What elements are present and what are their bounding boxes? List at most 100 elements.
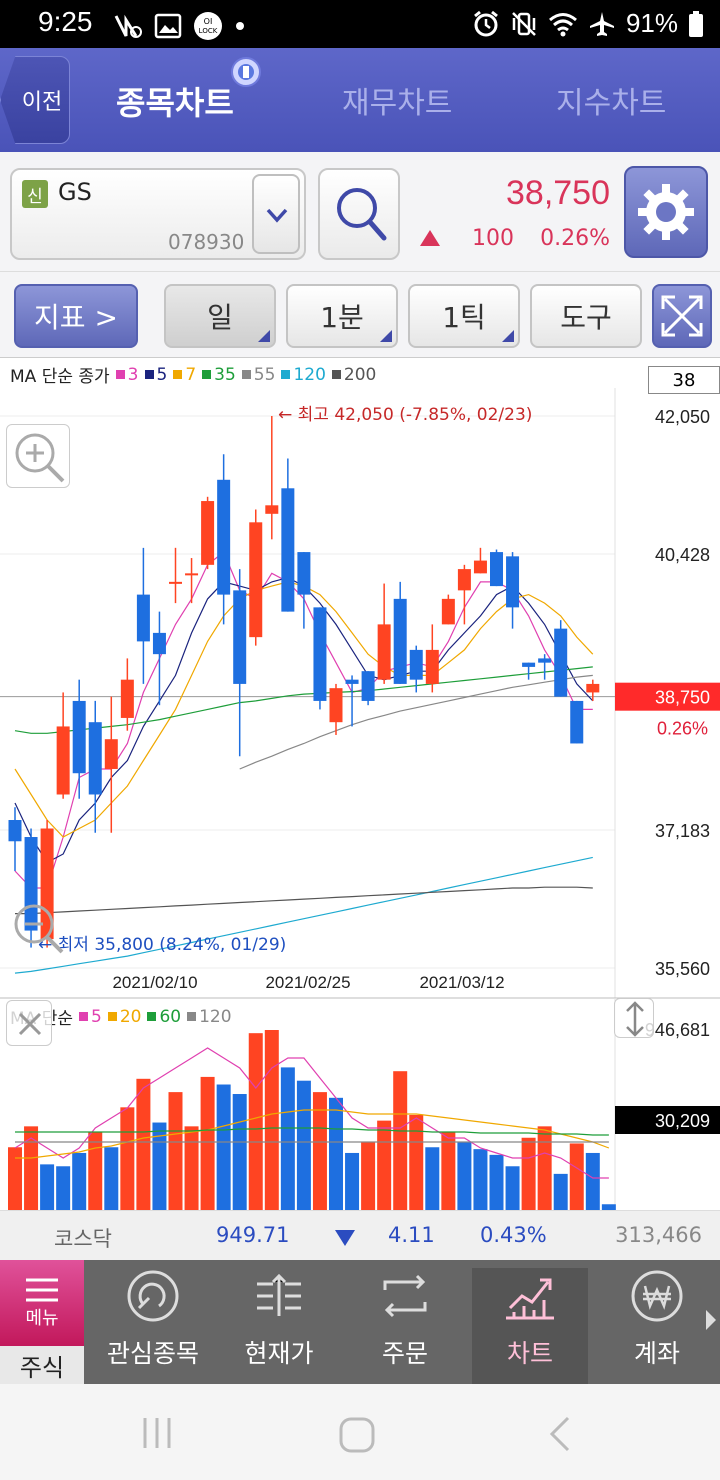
svg-text:OI: OI [204,17,213,26]
tab-refresh-icon[interactable] [230,56,262,88]
nav-chart[interactable]: 차트 [472,1268,588,1384]
down-triangle-icon [335,1230,355,1246]
status-bar: 9:25 OI LOCK 91% [0,0,720,48]
candle-body [490,552,503,587]
legend-swatch [115,370,125,379]
candle-body [233,590,247,684]
volume-bar [361,1141,376,1210]
nav-more-arrow-icon[interactable] [704,1308,718,1332]
nav-current-price-label: 현재가 [244,1339,314,1368]
zoom-in-button[interactable] [6,424,70,488]
price-ma-legend: MA 단순 종가 3 5 7 35 55 120 200 [10,362,376,388]
stock-info-row: 신 GS 078930 38,750 100 0.26% [0,152,720,272]
legend-label: 55 [253,364,276,385]
period-day-button[interactable]: 일 [164,284,276,348]
tab-index-chart[interactable]: 지수차트 [556,86,667,121]
volume-bar [72,1152,87,1210]
period-minute-label: 1분 [320,301,364,334]
current-price: 38,750 [506,174,610,212]
legend-label: 5 [156,364,168,385]
candle-body [441,598,455,625]
x-axis-date-label: 2021/02/25 [265,973,350,992]
nav-current-price[interactable]: 현재가 [216,1260,342,1384]
index-volume: 313,466 [615,1223,702,1247]
settings-button[interactable] [624,166,708,258]
airplane-icon [589,11,614,36]
ma-line-120 [14,856,593,974]
candle-body [265,505,279,514]
price-change-percent: 0.26% [540,226,610,251]
volume-ma-line [15,1109,610,1159]
candle-body [586,683,600,693]
back-nav-icon[interactable] [546,1416,572,1452]
menu-button[interactable]: 메뉴 주식 [0,1260,84,1384]
period-minute-button[interactable]: 1분 [286,284,398,348]
legend-swatch [187,1012,197,1021]
volume-bar [88,1132,103,1210]
volume-bar [521,1137,536,1210]
chart-area[interactable]: 42,050 40,428 37,183 35,560 38,750 0.26% ← 최고 … [0,358,720,1210]
volume-bar [8,1147,22,1210]
close-volume-button[interactable] [6,1000,52,1046]
nav-order[interactable]: 주문 [342,1260,468,1384]
x-axis-date-label: 2021/02/10 [112,973,197,992]
candle-body [425,649,439,684]
period-tick-button[interactable]: 1틱 [408,284,520,348]
nav-watchlist[interactable]: 관심종목 [90,1260,216,1384]
nav-account[interactable]: 계좌 [594,1260,720,1384]
volume-bar [505,1166,520,1210]
stock-selector[interactable]: 신 GS 078930 [10,168,306,260]
refresh-circle-icon [127,1270,179,1322]
volume-bar [184,1126,199,1210]
stock-dropdown-button[interactable] [252,174,300,254]
corner-indicator-icon [258,330,270,342]
menu-tile[interactable]: 메뉴 [0,1260,84,1346]
fullscreen-button[interactable] [652,284,712,348]
tools-button[interactable]: 도구 [530,284,642,348]
chart-canvas[interactable]: 42,050 40,428 37,183 35,560 38,750 0.26% ← 최고 … [0,358,720,1210]
legend-swatch [173,370,183,379]
candle-body [377,624,391,680]
battery-percent: 91% [625,8,678,38]
volume-bar [40,1164,55,1210]
current-volume-label: 30,209 [655,1111,710,1131]
volume-ma-line [15,1127,609,1136]
back-button[interactable]: 이전 [0,56,70,144]
candle-body [297,552,311,595]
candle-body [201,501,215,565]
index-change-percent: 0.43% [480,1223,547,1247]
volume-bar [601,1204,616,1210]
legend-swatch [107,1012,117,1021]
volume-bar [168,1092,183,1210]
tab-stock-chart[interactable]: 종목차트 [116,84,234,122]
chevron-down-icon [266,208,288,223]
current-price-tag-label: 38,750 [655,688,710,708]
price-y-tick-label: 42,050 [655,407,710,427]
low-annotation: ← 최저 35,800 (8.24%, 01/29) [38,935,286,955]
tab-financial-chart[interactable]: 재무차트 [342,86,453,121]
gallery-icon [154,13,182,39]
indicator-button[interactable]: 지표 > [14,284,138,348]
swap-scale-button[interactable] [614,998,654,1038]
market-index-bar[interactable]: 코스닥 949.71 4.11 0.43% 313,466 [0,1210,720,1260]
period-tick-label: 1틱 [442,301,486,334]
candle-body [249,522,263,638]
period-day-label: 일 [207,301,233,334]
volume-bar [264,1030,279,1210]
recent-apps-icon[interactable] [140,1416,174,1450]
chart-type-header: 이전 종목차트 재무차트 지수차트 [0,48,720,152]
volume-ma-legend-item: 60 [147,1007,181,1027]
visible-candle-count[interactable]: 38 [648,366,720,394]
home-icon[interactable] [338,1416,376,1454]
zoom-out-button[interactable] [6,896,70,960]
search-button[interactable] [318,168,400,260]
status-time: 9:25 [38,6,93,37]
volume-ma-legend-item: 20 [107,1007,141,1027]
volume-bar [280,1067,295,1210]
ma-line-200 [15,886,593,915]
volume-bar [136,1078,151,1210]
legend-swatch [147,1012,157,1021]
vibrate-mute-icon [512,11,536,36]
menu-sub-label: 주식 [19,1353,65,1382]
